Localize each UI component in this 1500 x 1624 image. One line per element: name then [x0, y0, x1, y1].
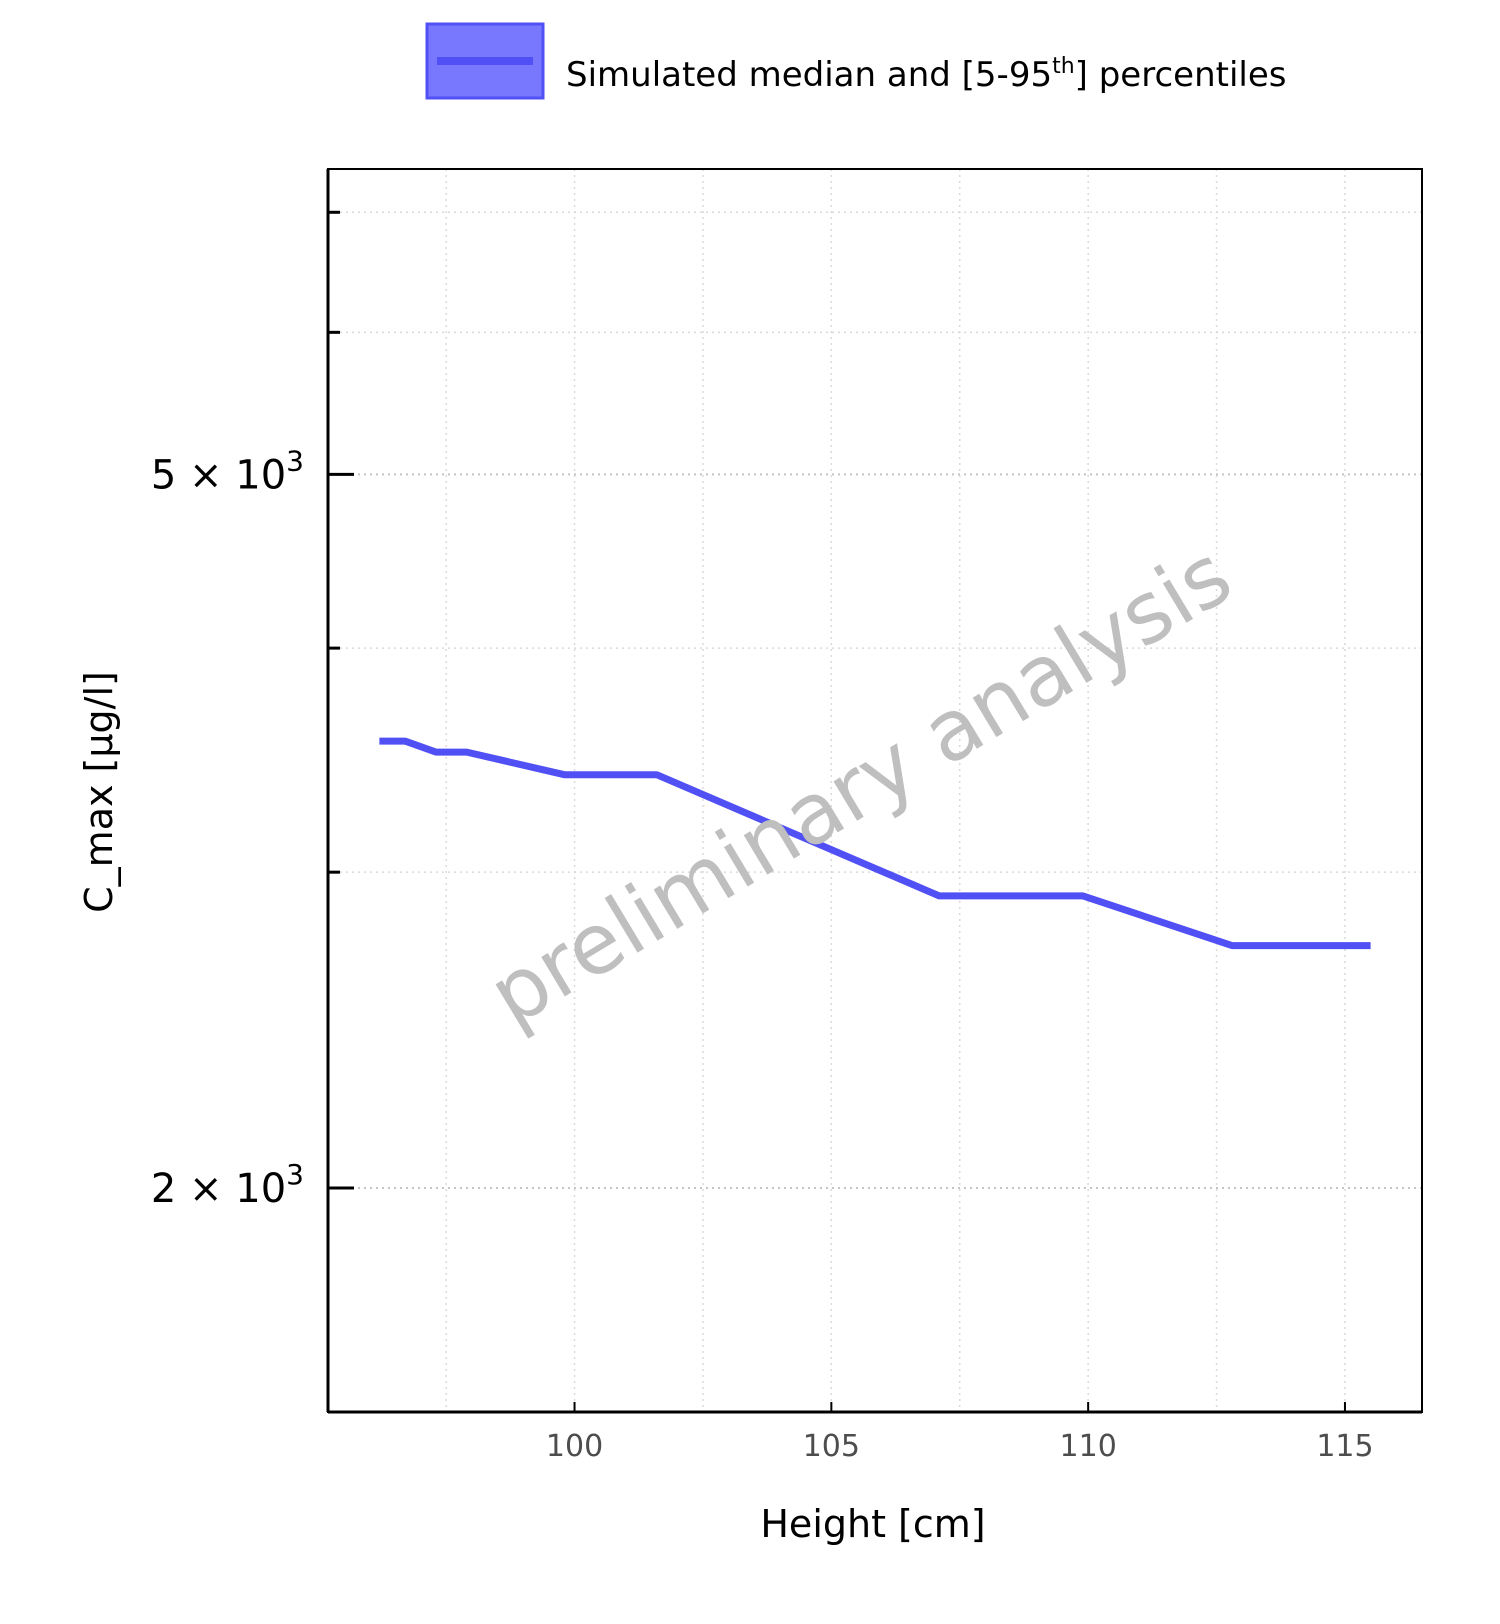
x-tick-label: 115 [1316, 1429, 1373, 1464]
legend-label-superscript: th [1052, 54, 1075, 79]
legend-label: Simulated median and [5-95th] percentile… [566, 54, 1286, 95]
legend: Simulated median and [5-95th] percentile… [425, 22, 1286, 100]
series-line-median [379, 737, 1371, 950]
x-tick-label: 105 [803, 1429, 860, 1464]
legend-label-suffix: ] percentiles [1075, 55, 1287, 95]
watermark-text: preliminary analysis [473, 525, 1248, 1044]
series-layer [379, 737, 1371, 950]
x-tick-label: 110 [1060, 1429, 1117, 1464]
y-axis-ticks: 2 × 103 5 × 103 [151, 210, 354, 1212]
y-tick-label: 5 × 103 [151, 444, 304, 498]
y-axis-title: C_max [µg/l] [77, 671, 121, 913]
x-axis-ticks: 100 105 110 115 [546, 1402, 1374, 1464]
grid-lines [328, 169, 1422, 1412]
x-axis-title: Height [cm] [760, 1502, 985, 1546]
y-tick-label: 2 × 103 [151, 1158, 304, 1212]
legend-label-main: Simulated median and [5-95 [566, 55, 1052, 95]
x-tick-label: 100 [546, 1429, 603, 1464]
